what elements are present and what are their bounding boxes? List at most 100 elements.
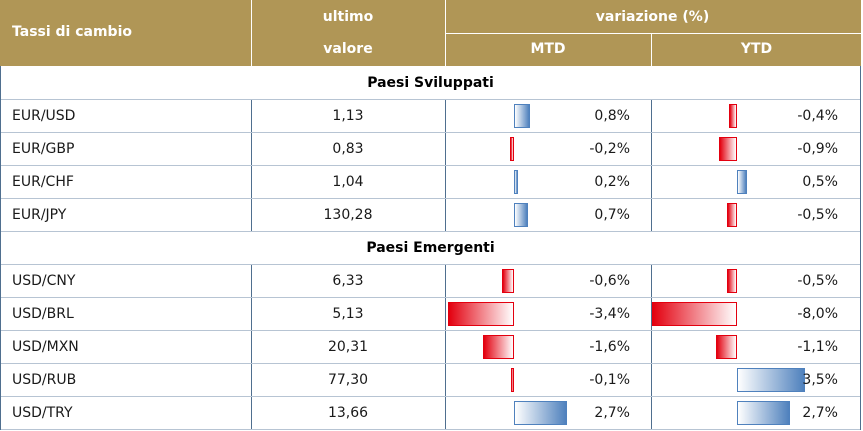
column-divider xyxy=(445,331,446,363)
column-divider xyxy=(651,199,652,231)
column-divider xyxy=(445,298,446,330)
last-value: 0,83 xyxy=(332,141,364,157)
mtd-value: -1,6% xyxy=(589,339,630,355)
ytd-value: 0,5% xyxy=(802,174,838,190)
mtd-value: 0,8% xyxy=(594,108,630,124)
mtd-bar xyxy=(511,368,514,392)
mtd-value: 0,2% xyxy=(594,174,630,190)
table-row: USD/CNY 6,33 -0,6% -0,5% xyxy=(0,265,861,298)
table-row: EUR/JPY 130,28 0,7% -0,5% xyxy=(0,199,861,232)
mtd-value: -0,6% xyxy=(589,273,630,289)
header-tassi-di-cambio: Tassi di cambio xyxy=(12,24,132,40)
last-value: 1,04 xyxy=(332,174,364,190)
ytd-bar xyxy=(652,302,737,326)
ytd-value: 2,7% xyxy=(802,405,838,421)
ytd-bar xyxy=(719,137,737,161)
last-value: 5,13 xyxy=(332,306,364,322)
ytd-value: -8,0% xyxy=(797,306,838,322)
currency-pair: EUR/CHF xyxy=(12,174,74,190)
column-divider xyxy=(251,397,252,429)
header-ytd: YTD xyxy=(740,41,773,57)
ytd-value: 3,5% xyxy=(802,372,838,388)
last-value: 6,33 xyxy=(332,273,364,289)
header-variazione: variazione (%) xyxy=(595,9,710,25)
mtd-value: -0,2% xyxy=(589,141,630,157)
ytd-value: -0,9% xyxy=(797,141,838,157)
column-divider xyxy=(445,100,446,132)
left-border xyxy=(0,66,1,430)
ytd-value: -0,4% xyxy=(797,108,838,124)
ytd-value: -0,5% xyxy=(797,207,838,223)
mtd-value: 0,7% xyxy=(594,207,630,223)
column-divider xyxy=(651,364,652,396)
table-row: EUR/CHF 1,04 0,2% 0,5% xyxy=(0,166,861,199)
ytd-bar xyxy=(715,335,737,359)
mtd-bar xyxy=(482,335,514,359)
column-divider xyxy=(445,199,446,231)
column-divider xyxy=(251,199,252,231)
currency-pair: USD/RUB xyxy=(12,372,77,388)
mtd-bar xyxy=(514,401,567,425)
column-divider xyxy=(251,331,252,363)
ytd-bar xyxy=(727,203,737,227)
ytd-bar xyxy=(737,170,747,194)
column-divider xyxy=(251,133,252,165)
table-row: USD/TRY 13,66 2,7% 2,7% xyxy=(0,397,861,430)
currency-pair: USD/TRY xyxy=(12,405,73,421)
currency-pair: USD/MXN xyxy=(12,339,79,355)
table-row: EUR/GBP 0,83 -0,2% -0,9% xyxy=(0,133,861,166)
currency-pair: EUR/USD xyxy=(12,108,76,124)
ytd-bar xyxy=(727,269,737,293)
last-value: 13,66 xyxy=(327,405,369,421)
ytd-bar xyxy=(737,368,806,392)
ytd-value: -1,1% xyxy=(797,339,838,355)
header-ultimo: ultimo xyxy=(322,9,374,25)
column-divider xyxy=(251,364,252,396)
section-title: Paesi Sviluppati xyxy=(0,67,861,100)
mtd-bar xyxy=(447,302,514,326)
currency-pair: USD/CNY xyxy=(12,273,76,289)
column-divider xyxy=(651,331,652,363)
column-divider xyxy=(651,265,652,297)
column-divider xyxy=(445,397,446,429)
header-divider xyxy=(651,34,652,66)
last-value: 77,30 xyxy=(327,372,369,388)
section-title: Paesi Emergenti xyxy=(0,232,861,265)
right-border xyxy=(860,66,861,430)
currency-pair: EUR/GBP xyxy=(12,141,75,157)
column-divider xyxy=(651,100,652,132)
last-value: 130,28 xyxy=(323,207,373,223)
header-divider xyxy=(251,0,252,66)
last-value: 20,31 xyxy=(327,339,369,355)
column-divider xyxy=(445,265,446,297)
table-row: EUR/USD 1,13 0,8% -0,4% xyxy=(0,100,861,133)
ytd-value: -0,5% xyxy=(797,273,838,289)
table-row: USD/RUB 77,30 -0,1% 3,5% xyxy=(0,364,861,397)
table-row: USD/MXN 20,31 -1,6% -1,1% xyxy=(0,331,861,364)
mtd-bar xyxy=(502,269,514,293)
ytd-bar xyxy=(737,401,790,425)
header-divider xyxy=(445,0,446,66)
mtd-bar xyxy=(514,170,518,194)
mtd-value: 2,7% xyxy=(594,405,630,421)
mtd-bar xyxy=(510,137,514,161)
header-mtd: MTD xyxy=(530,41,566,57)
currency-pair: USD/BRL xyxy=(12,306,74,322)
mtd-bar xyxy=(514,104,530,128)
column-divider xyxy=(251,298,252,330)
currency-pair: EUR/JPY xyxy=(12,207,67,223)
header-divider xyxy=(446,33,861,34)
column-divider xyxy=(445,364,446,396)
column-divider xyxy=(251,265,252,297)
mtd-value: -0,1% xyxy=(589,372,630,388)
mtd-value: -3,4% xyxy=(589,306,630,322)
column-divider xyxy=(651,133,652,165)
table-row: USD/BRL 5,13 -3,4% -8,0% xyxy=(0,298,861,331)
column-divider xyxy=(651,298,652,330)
column-divider xyxy=(445,133,446,165)
column-divider xyxy=(251,100,252,132)
last-value: 1,13 xyxy=(332,108,364,124)
column-divider xyxy=(651,166,652,198)
column-divider xyxy=(251,166,252,198)
